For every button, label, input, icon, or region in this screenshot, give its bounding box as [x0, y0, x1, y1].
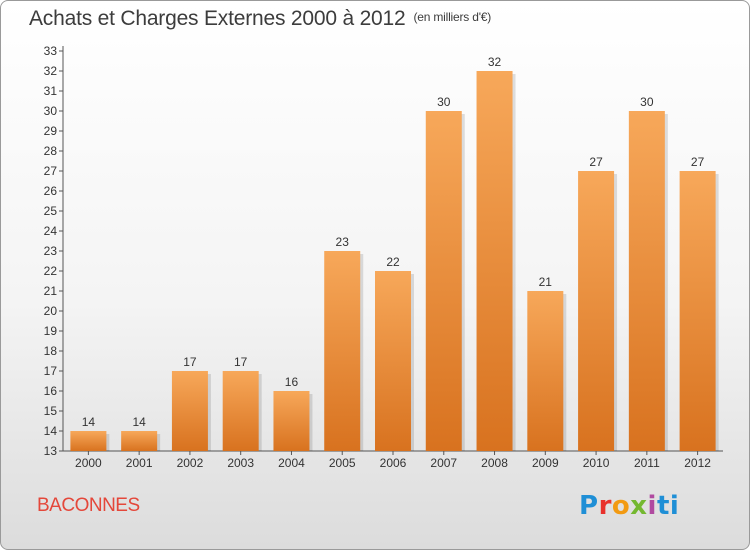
x-tick-label: 2008 [481, 456, 508, 470]
bar [171, 371, 208, 451]
y-tick-label: 33 [44, 44, 58, 58]
x-tick-label: 2009 [532, 456, 559, 470]
x-tick-label: 2005 [329, 456, 356, 470]
x-tick-label: 2012 [684, 456, 711, 470]
y-tick-label: 21 [44, 284, 58, 298]
bar-value-label: 21 [539, 275, 553, 289]
y-tick-label: 24 [44, 224, 58, 238]
bar-value-label: 17 [234, 355, 248, 369]
bar-value-label: 30 [640, 95, 654, 109]
y-tick-label: 20 [44, 304, 58, 318]
bar-value-label: 17 [183, 355, 197, 369]
chart-subtitle: (en milliers d'€) [413, 10, 492, 24]
x-tick-label: 2000 [75, 456, 102, 470]
y-tick-label: 25 [44, 204, 58, 218]
x-tick-label: 2001 [126, 456, 153, 470]
bar-value-label: 30 [437, 95, 451, 109]
x-tick-label: 2003 [227, 456, 254, 470]
y-tick-label: 28 [44, 144, 58, 158]
x-tick-label: 2010 [583, 456, 610, 470]
chart-title-text: Achats et Charges Externes 2000 à 2012 [29, 7, 406, 30]
bar-value-label: 27 [589, 155, 603, 169]
y-tick-label: 15 [44, 404, 58, 418]
bar [273, 391, 310, 451]
x-tick-label: 2004 [278, 456, 305, 470]
y-tick-label: 26 [44, 184, 58, 198]
bar-value-label: 22 [386, 255, 400, 269]
bar [628, 111, 665, 451]
y-tick-label: 18 [44, 344, 58, 358]
y-tick-label: 31 [44, 84, 58, 98]
y-tick-label: 17 [44, 364, 58, 378]
bar [578, 171, 615, 451]
bar-value-label: 14 [82, 415, 96, 429]
y-tick-label: 13 [44, 444, 58, 458]
proxiti-logo: Proxiti [579, 491, 680, 521]
bar-value-label: 32 [488, 55, 502, 69]
y-tick-label: 23 [44, 244, 58, 258]
y-tick-label: 22 [44, 264, 58, 278]
bar [70, 431, 107, 451]
bar-value-label: 23 [336, 235, 350, 249]
bar [527, 291, 564, 451]
x-tick-label: 2006 [380, 456, 407, 470]
bar [375, 271, 411, 451]
chart-title: Achats et Charges Externes 2000 à 2012 (e… [29, 7, 491, 31]
bar [121, 431, 158, 451]
y-tick-label: 14 [44, 424, 58, 438]
bar [679, 171, 716, 451]
x-tick-label: 2011 [634, 456, 660, 470]
y-tick-label: 29 [44, 124, 58, 138]
y-tick-label: 16 [44, 384, 58, 398]
bar [476, 71, 513, 451]
bar [324, 251, 361, 451]
x-tick-label: 2007 [430, 456, 457, 470]
bar-value-label: 14 [132, 415, 146, 429]
bar-value-label: 16 [285, 375, 299, 389]
y-tick-label: 32 [44, 64, 58, 78]
y-tick-label: 30 [44, 104, 58, 118]
x-tick-label: 2002 [177, 456, 204, 470]
y-tick-label: 27 [44, 164, 58, 178]
y-tick-label: 19 [44, 324, 58, 338]
commune-name: BACONNES [37, 495, 140, 516]
bar [222, 371, 259, 451]
bar [425, 111, 462, 451]
bar-value-label: 27 [691, 155, 705, 169]
